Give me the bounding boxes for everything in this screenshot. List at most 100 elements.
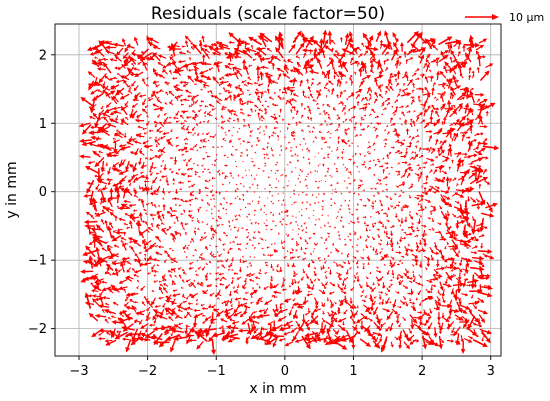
- residual-arrow: [104, 269, 109, 275]
- residual-arrow-shaft: [100, 181, 108, 185]
- residual-arrow-shaft: [100, 109, 105, 114]
- residual-arrow-shaft: [131, 213, 136, 216]
- residual-arrow: [91, 233, 103, 238]
- residual-arrow: [91, 298, 100, 306]
- residual-arrow-head: [89, 52, 94, 56]
- residual-arrow-shaft: [184, 138, 186, 141]
- residual-arrow-shaft: [124, 81, 129, 88]
- residual-arrow-head: [109, 85, 115, 90]
- residual-arrow: [127, 313, 131, 316]
- residual-arrow: [78, 154, 91, 159]
- residual-arrow-shaft: [213, 77, 217, 79]
- residual-arrow-shaft: [129, 246, 132, 248]
- residual-arrow-shaft: [117, 73, 121, 76]
- residual-arrow: [131, 63, 135, 67]
- residual-arrow: [107, 196, 120, 201]
- residual-arrow: [94, 49, 103, 54]
- residual-arrow-head: [101, 309, 105, 312]
- residual-arrow-shaft: [97, 157, 105, 165]
- residual-arrow-head: [104, 339, 109, 343]
- residual-arrow-head: [120, 177, 125, 182]
- residual-arrow-shaft: [202, 37, 205, 43]
- residual-arrow-shaft: [100, 189, 105, 199]
- residual-arrow-head: [118, 184, 122, 189]
- residual-arrow-head: [107, 171, 111, 175]
- residual-arrow-shaft: [150, 149, 153, 152]
- residual-arrow: [123, 199, 131, 204]
- residual-arrow-shaft: [196, 77, 199, 82]
- residual-arrow-shaft: [104, 207, 110, 213]
- residual-arrow-shaft: [111, 190, 114, 193]
- residual-arrow-shaft: [195, 197, 199, 200]
- residual-arrow-head: [104, 241, 107, 245]
- residual-arrow: [97, 255, 110, 262]
- residual-arrow-shaft: [135, 195, 139, 198]
- residual-arrow-head: [79, 138, 85, 144]
- residual-arrow-head: [127, 179, 132, 183]
- residual-arrow: [89, 190, 94, 204]
- residual-arrow: [131, 328, 138, 342]
- residual-arrow-shaft: [184, 110, 189, 113]
- residual-arrow: [124, 298, 129, 302]
- residual-arrow-shaft: [262, 105, 264, 107]
- residual-arrow-shaft: [114, 302, 119, 306]
- residual-arrow-shaft: [114, 97, 119, 103]
- residual-arrow-shaft: [220, 283, 225, 286]
- residual-arrow-head: [96, 67, 101, 71]
- residual-arrow-head: [97, 304, 103, 309]
- residual-arrow-head: [114, 132, 119, 137]
- residual-arrow-head: [90, 125, 94, 130]
- residual-arrow: [109, 221, 114, 229]
- residual-arrow-head: [112, 139, 117, 144]
- residual-arrow-shaft: [129, 66, 134, 72]
- residual-arrow-shaft: [157, 264, 160, 267]
- residual-arrow-shaft: [103, 187, 108, 190]
- residual-arrow-shaft: [117, 87, 125, 94]
- residual-arrow: [87, 71, 96, 78]
- residual-arrow-shaft: [123, 310, 127, 313]
- residual-arrow-shaft: [99, 51, 105, 57]
- residual-arrow-shaft: [232, 219, 234, 222]
- residual-arrow-shaft: [118, 331, 128, 338]
- residual-arrow-shaft: [142, 161, 145, 166]
- residual-arrow-shaft: [92, 273, 99, 278]
- residual-arrow-head: [90, 282, 94, 285]
- residual-arrow: [85, 211, 93, 217]
- residual-arrow: [87, 130, 100, 135]
- residual-arrow-head: [120, 261, 125, 267]
- residual-arrow-shaft: [162, 198, 165, 200]
- residual-arrow-shaft: [183, 159, 187, 161]
- residual-arrow-head: [89, 198, 94, 204]
- residual-arrow-shaft: [108, 51, 115, 55]
- residual-arrow: [94, 211, 106, 217]
- residual-arrow: [112, 110, 122, 115]
- residual-arrow-shaft: [125, 200, 131, 203]
- residual-arrow-head: [94, 313, 100, 319]
- residual-arrow-head: [133, 194, 137, 198]
- residual-arrow-head: [88, 85, 93, 91]
- residual-arrow-head: [103, 58, 106, 62]
- residual-arrow-head: [95, 186, 99, 191]
- residual-arrow-head: [98, 78, 104, 84]
- residual-arrow-shaft: [97, 82, 103, 86]
- residual-arrow: [112, 137, 117, 141]
- residual-arrow-shaft: [283, 240, 286, 243]
- residual-arrow-head: [82, 251, 88, 257]
- residual-arrow: [112, 162, 119, 168]
- residual-arrow: [95, 183, 100, 191]
- residual-arrow-shaft: [115, 106, 121, 109]
- residual-arrow: [105, 162, 109, 167]
- residual-arrow-head: [112, 106, 117, 111]
- residual-arrow-shaft: [185, 326, 188, 332]
- residual-arrow-shaft: [85, 140, 96, 145]
- residual-arrow: [136, 285, 139, 289]
- residual-arrow-shaft: [91, 143, 98, 147]
- residual-arrow-shaft: [139, 157, 142, 163]
- residual-arrow-head: [112, 153, 116, 158]
- residual-arrow-head: [126, 141, 130, 145]
- residual-arrow: [83, 276, 97, 282]
- residual-arrow-shaft: [208, 204, 211, 206]
- residual-arrow-shaft: [113, 272, 119, 275]
- residual-arrow: [115, 47, 124, 57]
- residual-arrow-head: [125, 116, 128, 120]
